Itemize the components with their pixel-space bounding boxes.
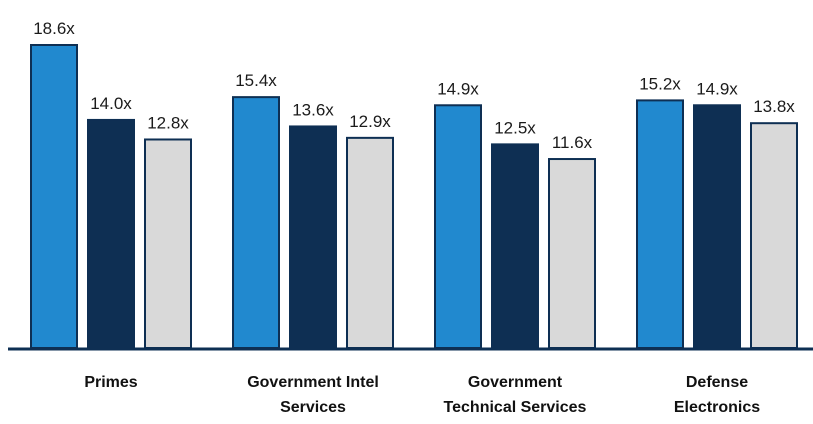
- bar-3-1: [693, 104, 741, 349]
- category-label-1-line-1: Services: [280, 399, 346, 416]
- category-label-2-line-1: Technical Services: [444, 399, 587, 416]
- bar-0-1: [87, 118, 135, 349]
- bar-1-0: [232, 96, 280, 350]
- value-label-3-0: 15.2x: [639, 74, 681, 93]
- value-label-3-2: 13.8x: [753, 97, 795, 116]
- value-label-2-2: 11.6x: [552, 133, 593, 152]
- category-label-2: Government Technical Services: [444, 374, 587, 416]
- bar-3-0: [636, 99, 684, 349]
- value-label-0-2: 12.8x: [147, 113, 189, 132]
- bar-0-0: [30, 44, 78, 349]
- value-label-0-1: 14.0x: [90, 94, 132, 113]
- category-label-3-line-1: Electronics: [674, 399, 760, 416]
- value-label-1-0: 15.4x: [235, 71, 277, 90]
- value-label-1-2: 12.9x: [349, 112, 391, 131]
- category-label-0-line-0: Primes: [84, 374, 137, 391]
- category-label-0: Primes: [84, 374, 137, 391]
- category-label-3-line-0: Defense: [686, 374, 748, 391]
- category-label-3: Defense Electronics: [674, 374, 760, 416]
- bar-1-1: [289, 125, 337, 349]
- bar-2-2: [548, 158, 596, 349]
- category-label-2-line-0: Government: [468, 374, 563, 391]
- category-label-1-line-0: Government Intel: [247, 374, 379, 391]
- bar-0-2: [144, 138, 192, 349]
- bar-2-0: [434, 104, 482, 349]
- value-label-2-0: 14.9x: [437, 79, 479, 98]
- value-label-0-0: 18.6x: [33, 19, 75, 38]
- value-label-3-1: 14.9x: [696, 79, 738, 98]
- category-label-1: Government Intel Services: [247, 374, 379, 416]
- value-label-2-1: 12.5x: [494, 118, 536, 137]
- bar-2-1: [491, 143, 539, 349]
- bar-3-2: [750, 122, 798, 350]
- bar-1-2: [346, 136, 394, 349]
- value-label-1-1: 13.6x: [292, 100, 334, 119]
